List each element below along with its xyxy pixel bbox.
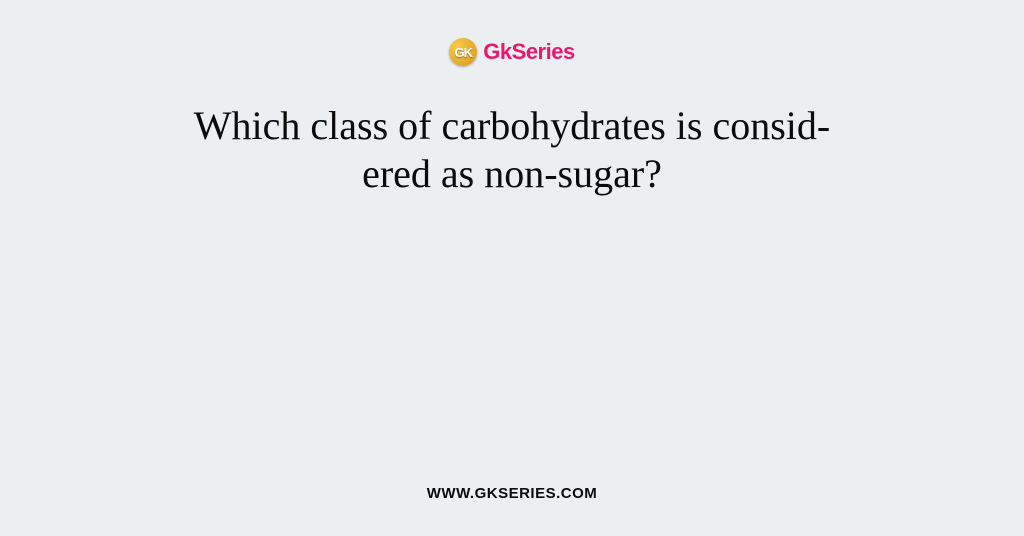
logo-brand-text: GkSeries xyxy=(483,39,574,65)
question-line-1: Which class of carbohydrates is consid- xyxy=(194,103,830,148)
logo-badge-text: GK xyxy=(455,45,473,60)
footer-url: WWW.GKSERIES.COM xyxy=(427,485,598,502)
logo-container: GK GkSeries xyxy=(449,38,574,66)
logo-brand-prefix: Gk xyxy=(483,39,511,64)
question-text: Which class of carbohydrates is consid- … xyxy=(194,102,830,198)
logo-badge-icon: GK xyxy=(449,38,477,66)
question-line-2: ered as non-sugar? xyxy=(362,151,662,196)
logo-brand-suffix: Series xyxy=(512,39,575,64)
